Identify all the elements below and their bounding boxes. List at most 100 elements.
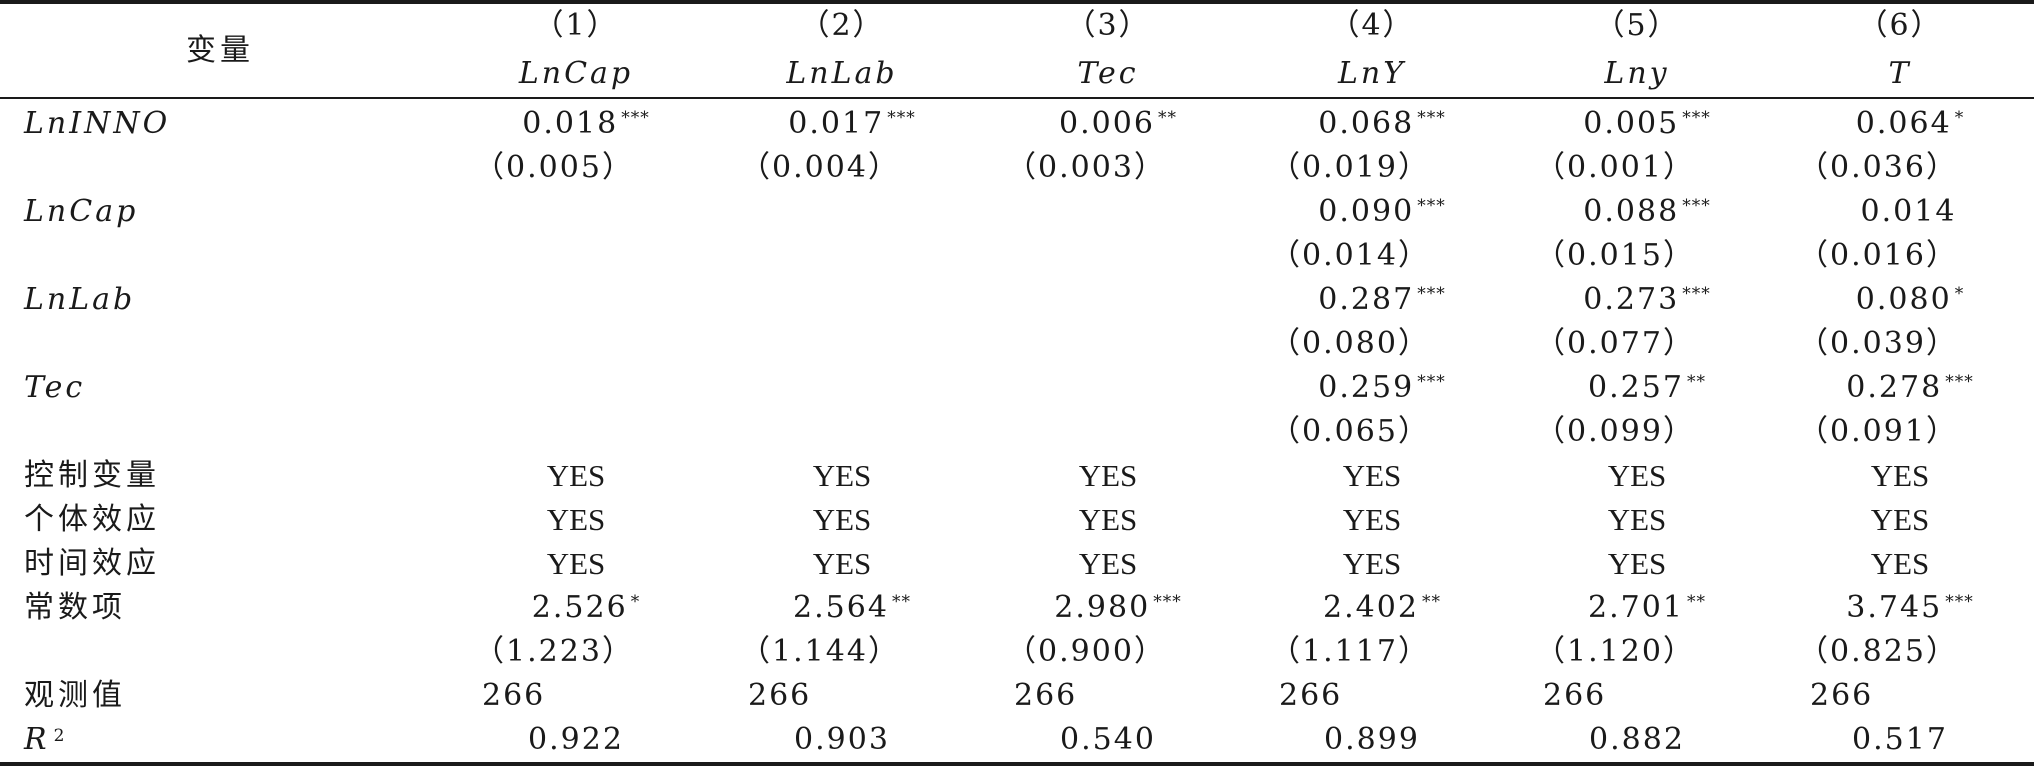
row-lncap-std-error: （0.016） bbox=[1798, 238, 1958, 273]
r-squared-value: 0.517 bbox=[1852, 722, 1948, 757]
control-row-label: 时间效应 bbox=[24, 546, 160, 581]
control-row-value: YES bbox=[1607, 458, 1667, 493]
control-row-value: YES bbox=[1870, 458, 1930, 493]
row-constant-coef-value: 2.402 bbox=[1323, 590, 1419, 625]
significance-stars: *** bbox=[1417, 372, 1446, 392]
column-dependent-variable: LnLab bbox=[786, 56, 898, 91]
row-constant-coef-cell: 2.980 *** bbox=[1054, 590, 1182, 625]
column-number: （6） bbox=[1857, 8, 1943, 43]
significance-stars: * bbox=[1954, 284, 1965, 304]
observations-value: 266 bbox=[1543, 678, 1607, 713]
row-lncap-coef-cell: 0.090 *** bbox=[1318, 194, 1446, 229]
significance-stars: *** bbox=[1682, 196, 1711, 216]
row-constant-coef-cell: 3.745 *** bbox=[1846, 590, 1974, 625]
significance-stars: *** bbox=[1682, 284, 1711, 304]
row-lncap-coef-cell: 0.014 bbox=[1861, 197, 1960, 227]
r-squared-value: 0.540 bbox=[1060, 722, 1156, 757]
observations-value: 266 bbox=[1810, 678, 1874, 713]
row-lninno-coef-value: 0.006 bbox=[1059, 106, 1155, 141]
row-lninno-std-error: （0.005） bbox=[474, 150, 634, 185]
control-row-value: YES bbox=[1342, 458, 1402, 493]
row-tec-coef-cell: 0.259 *** bbox=[1318, 372, 1446, 403]
significance-stars: ** bbox=[1421, 592, 1441, 612]
row-lninno-coef-value: 0.068 bbox=[1318, 106, 1415, 141]
observations-value: 266 bbox=[1014, 678, 1078, 713]
r-squared-value: 0.882 bbox=[1589, 722, 1685, 757]
header-rule bbox=[0, 97, 2034, 99]
row-lnlab-coef-value: 0.080 bbox=[1855, 282, 1952, 317]
column-number: （4） bbox=[1329, 8, 1415, 43]
control-row-value: YES bbox=[1342, 502, 1402, 537]
row-lncap-coef-value: 0.088 bbox=[1583, 194, 1680, 229]
r-squared-superscript: 2 bbox=[53, 726, 68, 746]
significance-stars: * bbox=[1954, 108, 1965, 128]
row-lncap-coef-value: 0.090 bbox=[1318, 194, 1415, 229]
significance-stars: * bbox=[630, 592, 641, 612]
control-row-value: YES bbox=[812, 502, 872, 537]
column-number: （5） bbox=[1594, 8, 1680, 43]
row-lnlab-std-error: （0.077） bbox=[1535, 326, 1695, 361]
row-lninno-coef-cell: 0.018 *** bbox=[522, 108, 649, 139]
significance-stars: *** bbox=[1682, 108, 1711, 128]
row-constant-coef-cell: 2.564 ** bbox=[793, 592, 911, 623]
row-lninno-coef-value: 0.064 bbox=[1855, 106, 1952, 141]
row-lninno-coef-cell: 0.064 * bbox=[1855, 106, 1965, 141]
control-row-value: YES bbox=[1342, 546, 1402, 581]
row-constant-std-error: （1.117） bbox=[1270, 634, 1430, 669]
row-lninno-std-error: （0.004） bbox=[740, 150, 900, 185]
row-lninno-coef-cell: 0.005 *** bbox=[1583, 108, 1711, 139]
row-lninno-label: LnINNO bbox=[24, 106, 171, 141]
row-lnlab-coef-cell: 0.273 *** bbox=[1583, 284, 1711, 315]
bottom-rule bbox=[0, 762, 2034, 766]
row-constant-std-error: （1.144） bbox=[740, 634, 900, 669]
row-lnlab-coef-cell: 0.287 *** bbox=[1318, 282, 1445, 317]
row-lnlab-std-error: （0.080） bbox=[1270, 326, 1430, 361]
row-lninno-coef-value: 0.017 bbox=[788, 106, 885, 141]
row-constant-coef-cell: 2.701 ** bbox=[1588, 590, 1706, 625]
row-lncap-coef-cell: 0.088 *** bbox=[1583, 194, 1711, 229]
observations-label: 观测值 bbox=[24, 678, 126, 713]
row-constant-coef-value: 2.701 bbox=[1588, 590, 1684, 625]
control-row-value: YES bbox=[546, 546, 606, 581]
row-constant-coef-value: 2.980 bbox=[1054, 590, 1151, 625]
row-constant-std-error: （0.900） bbox=[1006, 634, 1166, 669]
row-tec-coef-value: 0.257 bbox=[1588, 370, 1684, 405]
control-row-value: YES bbox=[1078, 458, 1138, 493]
column-dependent-variable: Tec bbox=[1077, 56, 1139, 91]
control-row-value: YES bbox=[1870, 546, 1930, 581]
significance-stars: *** bbox=[1945, 592, 1974, 612]
row-lninno-coef-cell: 0.068 *** bbox=[1318, 106, 1446, 141]
row-tec-coef-value: 0.278 bbox=[1846, 370, 1943, 405]
control-row-value: YES bbox=[1607, 502, 1667, 537]
row-constant-std-error: （1.223） bbox=[474, 634, 634, 669]
observations-value: 266 bbox=[482, 678, 546, 713]
column-dependent-variable: LnY bbox=[1337, 56, 1407, 91]
row-tec-label: Tec bbox=[24, 370, 86, 405]
significance-stars: ** bbox=[1157, 108, 1177, 128]
top-rule bbox=[0, 0, 2034, 4]
significance-stars: *** bbox=[1153, 592, 1182, 612]
significance-stars: *** bbox=[1417, 196, 1446, 216]
control-row-label: 个体效应 bbox=[24, 502, 160, 537]
significance-stars: ** bbox=[891, 592, 911, 612]
row-lnlab-coef-value: 0.287 bbox=[1318, 282, 1415, 317]
column-dependent-variable: LnCap bbox=[518, 56, 634, 91]
row-constant-coef-value: 2.526 bbox=[531, 590, 628, 625]
control-row-value: YES bbox=[1607, 546, 1667, 581]
row-lnlab-label: LnLab bbox=[24, 282, 136, 317]
row-constant-coef-cell: 2.402 ** bbox=[1323, 590, 1441, 625]
column-number: （2） bbox=[799, 8, 885, 43]
row-tec-coef-cell: 0.278 *** bbox=[1846, 370, 1973, 405]
row-constant-coef-value: 3.745 bbox=[1846, 590, 1943, 625]
row-tec-std-error: （0.091） bbox=[1798, 414, 1958, 449]
significance-stars: *** bbox=[887, 108, 916, 128]
row-constant-std-error: （0.825） bbox=[1798, 634, 1958, 669]
row-tec-coef-cell: 0.257 ** bbox=[1588, 370, 1706, 405]
significance-stars: *** bbox=[1417, 108, 1446, 128]
row-constant-label: 常数项 bbox=[24, 590, 126, 625]
row-lnlab-std-error: （0.039） bbox=[1798, 326, 1958, 361]
control-row-value: YES bbox=[546, 458, 606, 493]
control-row-value: YES bbox=[546, 502, 606, 537]
